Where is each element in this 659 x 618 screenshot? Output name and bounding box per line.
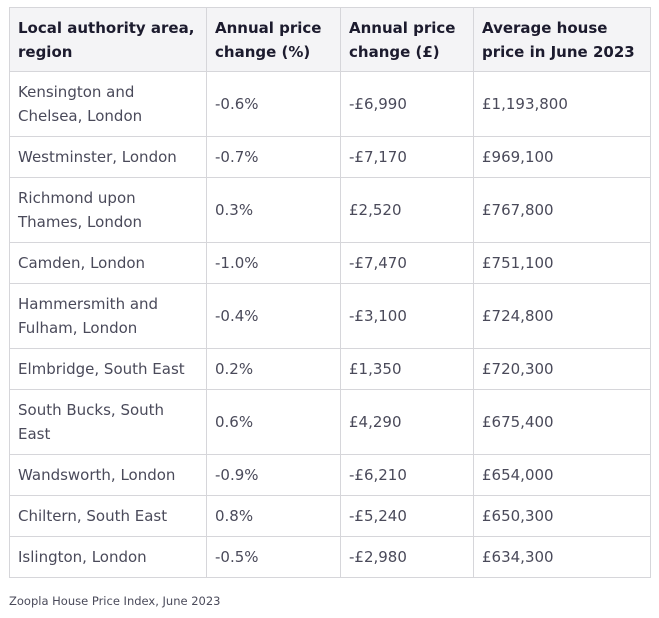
cell-change-percent: 0.3% — [206, 177, 341, 243]
cell-area: Islington, London — [9, 536, 207, 578]
cell-change-pounds: -£2,980 — [340, 536, 474, 578]
cell-area: Chiltern, South East — [9, 495, 207, 537]
table-row: Richmond upon Thames, London 0.3% £2,520… — [9, 177, 651, 243]
cell-change-percent: -0.7% — [206, 136, 341, 178]
header-area: Local authority area, region — [9, 7, 207, 72]
cell-change-percent: 0.6% — [206, 389, 341, 455]
cell-average-price: £634,300 — [473, 536, 651, 578]
cell-area: Westminster, London — [9, 136, 207, 178]
cell-change-pounds: -£5,240 — [340, 495, 474, 537]
cell-average-price: £1,193,800 — [473, 71, 651, 137]
cell-change-pounds: £4,290 — [340, 389, 474, 455]
cell-change-pounds: -£6,210 — [340, 454, 474, 496]
cell-average-price: £720,300 — [473, 348, 651, 390]
cell-area: Wandsworth, London — [9, 454, 207, 496]
cell-change-percent: -0.5% — [206, 536, 341, 578]
cell-change-percent: 0.2% — [206, 348, 341, 390]
cell-average-price: £751,100 — [473, 242, 651, 284]
cell-change-percent: -0.6% — [206, 71, 341, 137]
source-caption: Zoopla House Price Index, June 2023 — [9, 594, 221, 608]
cell-area: Hammersmith and Fulham, London — [9, 283, 207, 349]
cell-average-price: £969,100 — [473, 136, 651, 178]
cell-average-price: £654,000 — [473, 454, 651, 496]
table-body: Kensington and Chelsea, London -0.6% -£6… — [9, 71, 651, 578]
table-row: Westminster, London -0.7% -£7,170 £969,1… — [9, 136, 651, 178]
cell-change-pounds: £1,350 — [340, 348, 474, 390]
table-row: Chiltern, South East 0.8% -£5,240 £650,3… — [9, 495, 651, 537]
table-row: Islington, London -0.5% -£2,980 £634,300 — [9, 536, 651, 578]
cell-change-percent: 0.8% — [206, 495, 341, 537]
cell-change-percent: -0.4% — [206, 283, 341, 349]
table-header: Local authority area, region Annual pric… — [9, 7, 651, 72]
cell-change-percent: -0.9% — [206, 454, 341, 496]
cell-change-pounds: £2,520 — [340, 177, 474, 243]
cell-change-pounds: -£7,170 — [340, 136, 474, 178]
cell-area: Richmond upon Thames, London — [9, 177, 207, 243]
house-price-table: Local authority area, region Annual pric… — [9, 7, 651, 578]
cell-area: Elmbridge, South East — [9, 348, 207, 390]
table-row: Hammersmith and Fulham, London -0.4% -£3… — [9, 283, 651, 349]
header-change-percent: Annual price change (%) — [206, 7, 341, 72]
table-row: South Bucks, South East 0.6% £4,290 £675… — [9, 389, 651, 455]
header-row: Local authority area, region Annual pric… — [9, 7, 651, 72]
table-row: Kensington and Chelsea, London -0.6% -£6… — [9, 71, 651, 137]
header-average-price: Average house price in June 2023 — [473, 7, 651, 72]
cell-average-price: £675,400 — [473, 389, 651, 455]
header-change-pounds: Annual price change (£) — [340, 7, 474, 72]
table-row: Elmbridge, South East 0.2% £1,350 £720,3… — [9, 348, 651, 390]
cell-average-price: £767,800 — [473, 177, 651, 243]
cell-change-pounds: -£7,470 — [340, 242, 474, 284]
cell-average-price: £724,800 — [473, 283, 651, 349]
cell-area: Camden, London — [9, 242, 207, 284]
cell-change-pounds: -£6,990 — [340, 71, 474, 137]
table-row: Camden, London -1.0% -£7,470 £751,100 — [9, 242, 651, 284]
cell-average-price: £650,300 — [473, 495, 651, 537]
cell-change-pounds: -£3,100 — [340, 283, 474, 349]
cell-area: South Bucks, South East — [9, 389, 207, 455]
table-row: Wandsworth, London -0.9% -£6,210 £654,00… — [9, 454, 651, 496]
cell-area: Kensington and Chelsea, London — [9, 71, 207, 137]
cell-change-percent: -1.0% — [206, 242, 341, 284]
